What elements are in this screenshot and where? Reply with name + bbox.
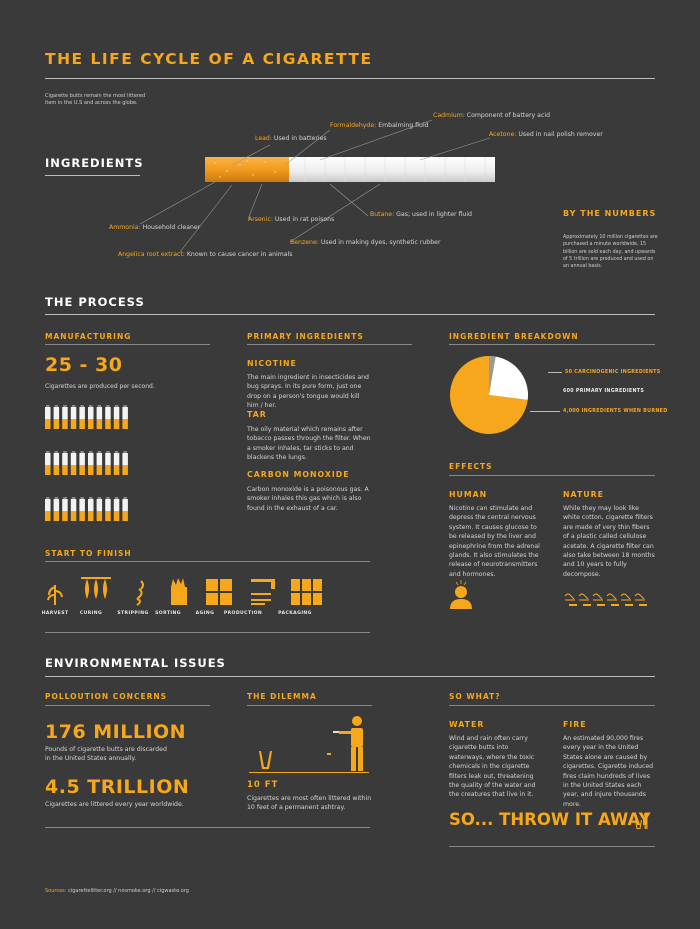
cigarette-grid-icon (45, 405, 128, 521)
ingredient-arsenic: Arsenic: Used in rat poisons (248, 216, 335, 223)
ingredient-leader-lines (139, 119, 491, 253)
step-label-aging: AGING (195, 611, 215, 616)
human-text: Nicotine can stimulate and depress the c… (449, 505, 540, 578)
process-steps-labels: HARVEST CURING STRIPPING SORTING AGING PRODUC… (35, 611, 335, 619)
ingredient-benzene: Benzene: Used in making dyes, synthetic … (290, 239, 441, 246)
divider (45, 705, 210, 706)
fire-text: An estimated 90,000 fires every year in … (563, 735, 654, 808)
manufacturing-heading: MANUFACTURING (45, 332, 132, 341)
nature-title: NATURE (563, 490, 604, 499)
pollution-stat-1-text: Pounds of cigarette butts are discarded … (45, 746, 167, 763)
pollution-heading: POLLOUTION CONCERNS (45, 692, 168, 701)
divider (45, 632, 370, 633)
dilemma-illustration (249, 716, 369, 773)
legend-item-primary: 600 PRIMARY INGREDIENTS (563, 389, 645, 394)
environmental-heading: ENVIRONMENTAL ISSUES (45, 656, 226, 670)
effects-heading: EFFECTS (449, 462, 493, 471)
dilemma-text: Cigarettes are most often littered withi… (247, 795, 372, 812)
discarded-butts-icon (564, 593, 647, 606)
so-what-heading: SO WHAT? (449, 692, 501, 701)
sources-footer: Sources: cigarettelitter.org // nosmoke.… (45, 888, 189, 894)
ingredient-cadmium: Cadmium: Component of battery acid (433, 112, 551, 119)
tar-title: TAR (247, 410, 267, 419)
intro-text: Cigarette butts remain the most littered… (45, 93, 146, 106)
pie-slice-burned (450, 356, 528, 434)
legend-item-burned: 4,000 INGREDIENTS WHEN BURNED (530, 409, 668, 414)
cigarette-illustration (205, 157, 495, 182)
tar-text: The oily material which remains after to… (247, 426, 371, 462)
step-label-packaging: PACKAGING (278, 611, 312, 616)
step-label-stripping: STRIPPING (117, 611, 149, 616)
process-heading: THE PROCESS (45, 295, 145, 309)
divider (45, 175, 140, 176)
divider (449, 344, 655, 345)
fire-title: FIRE (563, 720, 587, 729)
ingredient-lead: Lead: Used in batteries (255, 135, 327, 142)
ingredient-butane: Butane: Gas; used in lighter fluid (370, 211, 472, 218)
primary-ingredients-heading: PRIMARY INGREDIENTS (247, 332, 364, 341)
legend-item-carcinogenic: 50 CARCINOGENIC INGREDIENTS (548, 370, 660, 375)
nature-text: While they may look like white cotton, c… (563, 505, 655, 578)
ingredient-ammonia: Ammonia: Household cleaner (109, 224, 201, 231)
manufacturing-stat: 25 - 30 (45, 354, 123, 376)
start-to-finish-heading: START TO FINISH (45, 549, 132, 558)
water-title: WATER (449, 720, 485, 729)
pollution-stat-2-text: Cigarettes are littered every year world… (45, 801, 184, 808)
human-title: HUMAN (449, 490, 488, 499)
divider (45, 561, 370, 562)
divider (45, 344, 210, 345)
throw-it-away-cta: SO... THROW IT AWAY (449, 810, 651, 829)
divider (45, 827, 370, 828)
by-the-numbers-text: Approximately 10 million cigarettes are … (563, 235, 658, 270)
page-title: THE LIFE CYCLE OF A CIGARETTE (45, 50, 373, 68)
pollution-stat-1: 176 MILLION (45, 721, 187, 743)
ingredient-breakdown-heading: INGREDIENT BREAKDOWN (449, 332, 579, 341)
carbon-monoxide-text: Carbon monoxide is a poisonous gas. A sm… (247, 486, 369, 512)
pie-slice-carcinogenic (489, 356, 496, 395)
divider (247, 705, 372, 706)
pie-slice-primary (489, 356, 528, 400)
ingredients-heading: INGREDIENTS (45, 156, 144, 170)
ingredient-acetone: Acetone: Used in nail polish remover (489, 131, 603, 138)
ingredient-formaldehyde: Formaldehyde: Embalming fluid (330, 122, 429, 129)
nicotine-text: The main ingredient in insecticides and … (247, 374, 369, 410)
step-label-harvest: HARVEST (41, 611, 69, 616)
pollution-stat-2: 4.5 TRILLION (45, 776, 190, 798)
step-label-production: PRODUCTION (223, 611, 263, 616)
manufacturing-stat-text: Cigarettes are produced per second. (45, 383, 155, 390)
by-the-numbers-heading: BY THE NUMBERS (563, 209, 657, 218)
divider (45, 314, 655, 315)
divider (247, 344, 412, 345)
divider (45, 676, 655, 677)
water-text: Wind and rain often carry cigarette butt… (449, 735, 536, 799)
carbon-monoxide-title: CARBON MONOXIDE (247, 470, 350, 479)
divider (449, 475, 655, 476)
trash-can-icon (635, 812, 648, 829)
ingredient-angelica: Angelica root extract: Known to cause ca… (118, 251, 293, 258)
divider (449, 846, 655, 847)
dilemma-distance: 10 FT (247, 780, 279, 790)
step-label-curing: CURING (79, 611, 103, 616)
divider (449, 705, 655, 706)
divider (45, 78, 655, 79)
step-label-sorting: SORTING (155, 611, 181, 616)
nicotine-title: NICOTINE (247, 359, 297, 368)
dilemma-heading: THE DILEMMA (247, 692, 317, 701)
ingredient-pie-chart (450, 356, 528, 434)
human-head-icon (450, 580, 472, 609)
process-steps-icons (47, 577, 322, 606)
